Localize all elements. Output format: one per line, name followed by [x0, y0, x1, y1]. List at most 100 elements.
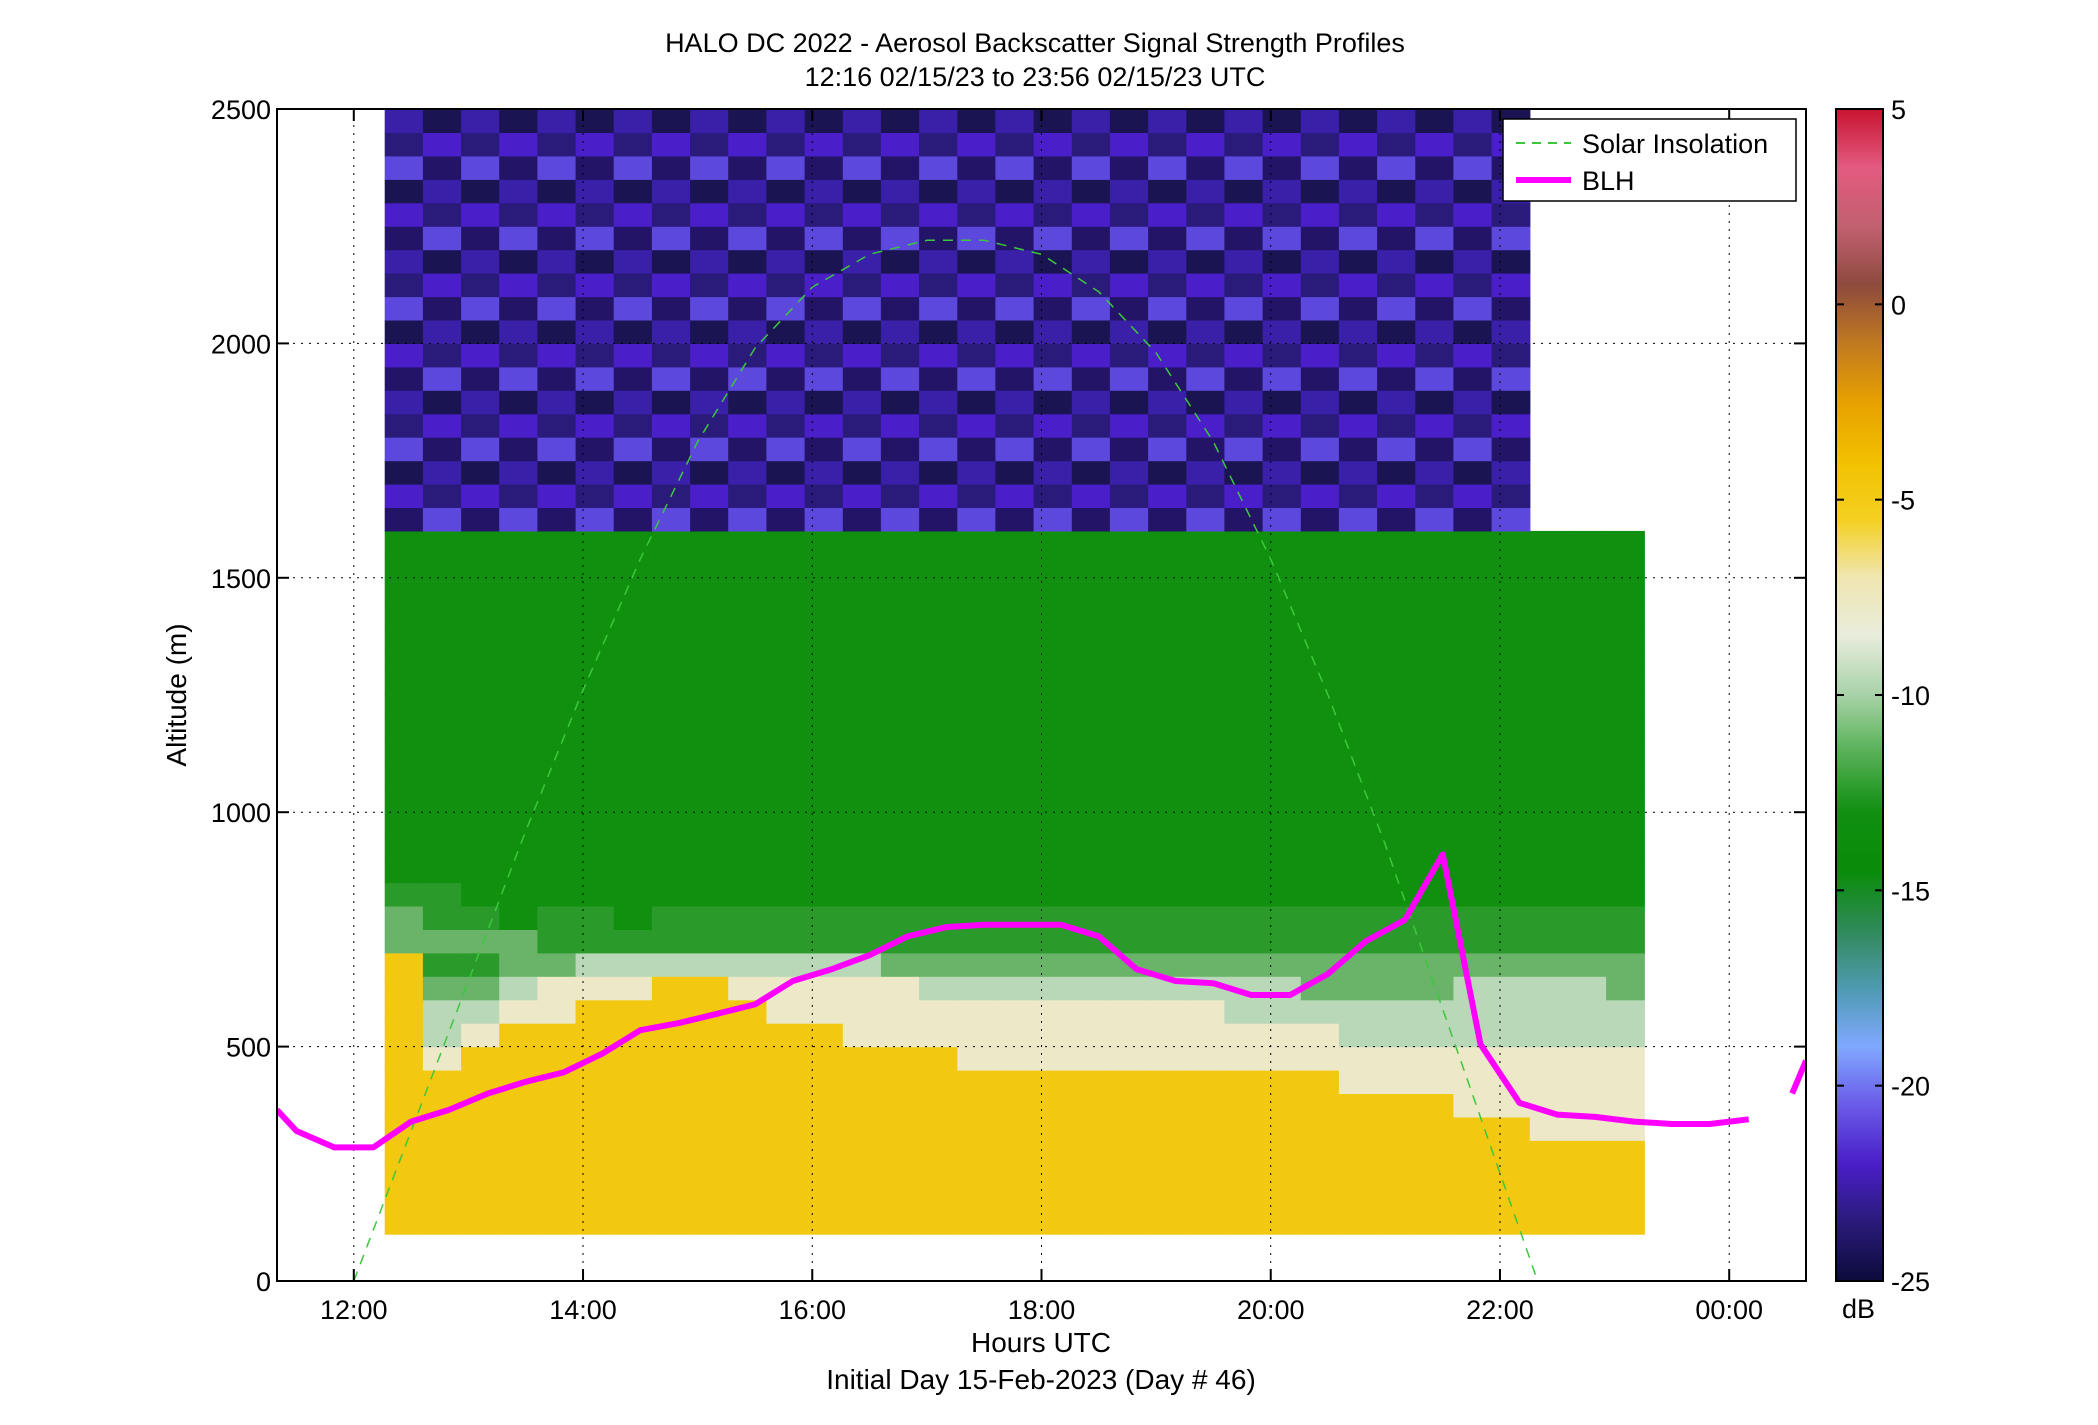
x-tick-label: 00:00: [1695, 1295, 1763, 1325]
heatmap-cell: [804, 320, 844, 344]
solar-insolation-line: [353, 239, 1539, 1281]
heatmap-cell: [766, 695, 806, 719]
heatmap-cell: [461, 226, 500, 251]
heatmap-cell: [842, 1163, 882, 1188]
heatmap-cell: [957, 132, 997, 157]
heatmap-cell: [1071, 437, 1111, 462]
heatmap-cell: [575, 202, 615, 227]
heatmap-cell: [499, 882, 538, 907]
heatmap-cell: [1186, 249, 1226, 274]
heatmap-cell: [957, 320, 997, 344]
heatmap-cell: [766, 1140, 806, 1165]
heatmap-cell: [1071, 1070, 1111, 1094]
heatmap-cell: [613, 765, 653, 790]
heatmap-cell: [880, 296, 920, 321]
heatmap-cell: [1415, 648, 1455, 673]
heatmap-cell: [575, 1093, 615, 1118]
heatmap-cell: [766, 179, 806, 204]
heatmap-cell: [1262, 999, 1302, 1024]
heatmap-cell: [1148, 484, 1187, 508]
heatmap-cell: [1148, 1023, 1187, 1048]
legend-box: [1502, 118, 1797, 202]
heatmap-cell: [728, 741, 767, 766]
heatmap-cell: [1529, 906, 1569, 930]
heatmap-cell: [1262, 273, 1302, 298]
heatmap-cell: [1377, 718, 1416, 743]
heatmap-cell: [1262, 554, 1302, 579]
heatmap-cell: [1071, 1023, 1111, 1048]
heatmap-cell: [1262, 296, 1302, 321]
heatmap-cell: [1377, 788, 1416, 813]
heatmap-cell: [1529, 812, 1569, 837]
heatmap-cell: [1491, 390, 1531, 415]
heatmap-cell: [422, 390, 462, 415]
heatmap-cell: [1300, 109, 1340, 133]
heatmap-cell: [1109, 249, 1149, 274]
heatmap-cell: [690, 109, 729, 133]
heatmap-cell: [1033, 1163, 1073, 1188]
heatmap-cell: [995, 132, 1035, 157]
heatmap-cell: [728, 320, 767, 344]
heatmap-cell: [1262, 624, 1302, 649]
heatmap-cell: [1453, 249, 1493, 274]
heatmap-cell: [1453, 952, 1493, 977]
heatmap-cell: [499, 929, 538, 954]
heatmap-cell: [1529, 554, 1569, 579]
heatmap-cell: [1033, 437, 1073, 462]
heatmap-cell: [766, 882, 806, 907]
heatmap-cell: [1338, 695, 1378, 719]
heatmap-cell: [1186, 507, 1226, 532]
heatmap-cell: [461, 718, 500, 743]
heatmap-cell: [384, 1046, 424, 1071]
heatmap-cell: [537, 273, 577, 298]
footer-label: Initial Day 15-Feb-2023 (Day # 46): [826, 1364, 1256, 1395]
heatmap-cell: [1491, 437, 1531, 462]
heatmap-cell: [1071, 906, 1111, 930]
heatmap-cell: [1453, 109, 1493, 133]
heatmap-cell: [422, 906, 462, 930]
heatmap-cell: [1453, 835, 1493, 860]
heatmap-cell: [1224, 765, 1264, 790]
heatmap-cell: [651, 343, 691, 368]
heatmap-cell: [422, 554, 462, 579]
heatmap-cell: [384, 648, 424, 673]
heatmap-cell: [919, 109, 958, 133]
heatmap-cell: [1377, 296, 1416, 321]
heatmap-cell: [1071, 1140, 1111, 1165]
heatmap-cell: [1033, 835, 1073, 860]
heatmap-cell: [1224, 741, 1264, 766]
heatmap-cell: [461, 132, 500, 157]
heatmap-cell: [1262, 390, 1302, 415]
heatmap-cell: [728, 437, 767, 462]
heatmap-cell: [1567, 1163, 1607, 1188]
heatmap-cell: [919, 1187, 958, 1212]
heatmap-cell: [651, 906, 691, 930]
heatmap-cell: [1606, 718, 1645, 743]
heatmap-cell: [1033, 1210, 1073, 1235]
heatmap-cell: [575, 835, 615, 860]
heatmap-cell: [1606, 812, 1645, 837]
heatmap-cell: [995, 1210, 1035, 1235]
heatmap-cell: [1300, 296, 1340, 321]
heatmap-cell: [1491, 882, 1531, 907]
heatmap-cell: [804, 929, 844, 954]
heatmap-cell: [1224, 249, 1264, 274]
heatmap-cell: [613, 648, 653, 673]
heatmap-cell: [1224, 155, 1264, 180]
heatmap-cell: [842, 1116, 882, 1141]
colorbar-ticks: 50-5-10-15-20-25: [1836, 95, 1930, 1297]
heatmap-cell: [1186, 577, 1226, 602]
heatmap-cell: [461, 530, 500, 555]
heatmap-cell: [1262, 1023, 1302, 1048]
heatmap-cell: [422, 671, 462, 696]
heatmap-cell: [384, 413, 424, 438]
heatmap-cell: [1300, 835, 1340, 860]
heatmap-cell: [1491, 413, 1531, 438]
heatmap-cell: [1567, 812, 1607, 837]
heatmap-cell: [1415, 929, 1455, 954]
heatmap-cell: [995, 1046, 1035, 1071]
heatmap-cell: [651, 1163, 691, 1188]
heatmap-cell: [690, 249, 729, 274]
heatmap-cell: [1606, 1070, 1645, 1094]
heatmap-cell: [384, 296, 424, 321]
